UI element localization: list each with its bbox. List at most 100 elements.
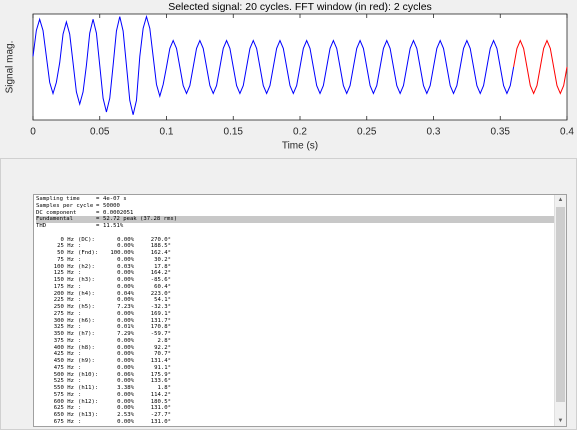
magnitude-percent: 0.00% [117,277,134,283]
harmonic-tag: (h10): [78,371,99,378]
x-tick-label: 0.15 [224,127,244,138]
harmonic-line: 550 Hz (h11): 3.38% 1.8° [36,385,554,392]
summary-line: THD = 11.51% [36,223,554,230]
frequency: 675 Hz [53,418,74,425]
summary-line: Fundamental = 52.72 peak (37.28 rms) [36,216,554,223]
magnitude-percent: 0.00% [117,256,134,263]
harmonic-line: 625 Hz: 0.00% 131.0° [36,405,554,412]
phase: 223.0° [150,290,171,297]
frequency: 575 Hz [53,391,74,398]
magnitude-percent: 0.00% [117,236,134,243]
summary-label: Samples per cycle [36,202,94,209]
magnitude-percent: 0.00% [117,317,134,324]
harmonic-line: 700 Hz (h14): 0.03% 66.0° [36,426,554,427]
harmonic-tag: (h7): [78,331,95,337]
harmonic-line: 575 Hz: 0.00% 114.2° [36,392,554,399]
frequency: 125 Hz [53,270,74,277]
x-tick-label: 0 [30,127,36,138]
magnitude-percent: 0.00% [117,418,134,425]
magnitude-percent: 0.00% [117,398,134,405]
phase: 162.4° [150,250,171,256]
magnitude-percent: 0.00% [117,337,134,344]
summary-value: 50000 [103,202,120,209]
magnitude-percent: 0.00% [117,351,134,358]
harmonic-line: 300 Hz (h6): 0.00% 131.7° [36,318,554,325]
summary-label: Sampling time [36,196,80,202]
harmonic-tag: : [78,364,82,371]
signal-line [32,14,515,115]
phase: 66.0° [154,426,171,427]
magnitude-percent: 0.00% [117,283,134,290]
summary-separator: = [96,202,100,209]
harmonic-line: 25 Hz: 0.00% 188.5° [36,243,554,250]
frequency: 600 Hz [53,398,74,405]
summary-line: Sampling time = 4e-07 s [36,196,554,203]
harmonic-tag: : [78,310,82,317]
harmonic-tag: (h6): [78,317,95,324]
summary-separator: = [96,196,100,202]
phase: 91.1° [154,364,171,371]
summary-label: DC component [36,209,77,216]
magnitude-percent: 0.03% [117,263,134,270]
phase: 30.2° [154,256,171,263]
harmonic-line: 350 Hz (h7): 7.29% -59.7° [36,331,554,338]
phase: 170.8° [150,324,171,331]
harmonic-line: 0 Hz (DC): 0.00% 270.0° [36,237,554,244]
frequency: 100 Hz [53,263,74,270]
harmonic-tag: (h14): [78,426,98,427]
harmonic-tag: (h3): [78,277,95,283]
frequency: 150 Hz [53,277,74,283]
harmonic-tag: : [78,270,82,277]
phase: 164.2° [150,270,171,277]
blank-line [36,230,554,237]
phase: 1.8° [157,385,171,391]
phase: 131.7° [150,317,171,324]
harmonic-tag: : [78,243,82,250]
frequency: 275 Hz [53,310,74,317]
frequency: 700 Hz [54,426,74,427]
frequency: 325 Hz [53,324,74,331]
frequency: 250 Hz [53,304,74,310]
scroll-down[interactable]: ▼ [557,418,564,424]
frequency: 525 Hz [53,378,74,385]
phase: 169.1° [150,310,171,317]
phase: -27.7° [150,412,171,418]
scroll-up[interactable]: ▲ [557,197,564,203]
scroll-thumb[interactable] [556,207,565,402]
harmonic-tag: (DC): [78,236,95,243]
phase: 131.4° [150,358,171,364]
phase: -59.7° [150,331,171,337]
magnitude-percent: 0.04% [117,290,134,297]
magnitude-percent: 0.01% [117,324,134,331]
frequency: 425 Hz [53,351,74,358]
magnitude-percent: 0.00% [117,364,134,371]
harmonic-line: 150 Hz (h3): 0.00% -85.6° [36,277,554,284]
harmonic-tag: : [78,297,82,304]
results-listbox[interactable]: Sampling time = 4e-07 s Samples per cycle = 5… [33,194,567,427]
harmonic-tag: (Fnd): [78,250,99,256]
magnitude-percent: 0.00% [117,391,134,398]
phase: 2.8° [157,337,171,344]
magnitude-percent: 100.00% [110,250,134,256]
harmonic-line: 275 Hz: 0.00% 169.1° [36,311,554,318]
magnitude-percent: 0.00% [117,310,134,317]
x-tick-label: 0.05 [90,127,110,138]
magnitude-percent: 0.00% [117,243,134,250]
frequency: 625 Hz [53,405,74,412]
harmonic-line: 375 Hz: 0.00% 2.8° [36,338,554,345]
x-tick-label: 0.2 [293,127,307,138]
magnitude-percent: 0.00% [117,378,134,385]
phase: 188.5° [150,243,171,250]
frequency: 375 Hz [53,337,74,344]
summary-value: 52.72 peak (37.28 rms) [103,216,178,223]
harmonic-tag: (h11): [78,385,99,391]
scrollbar[interactable]: ▲ ▼ [554,195,566,426]
phase: 175.9° [150,371,171,378]
harmonic-line: 50 Hz (Fnd): 100.00% 162.4° [36,250,554,257]
frequency: 500 Hz [53,371,74,378]
y-axis-label: Signal mag. [5,41,16,94]
phase: -32.3° [150,304,171,310]
harmonic-tag: : [78,391,82,398]
summary-line: DC component = 0.0002051 [36,210,554,217]
phase: 60.4° [154,283,171,290]
